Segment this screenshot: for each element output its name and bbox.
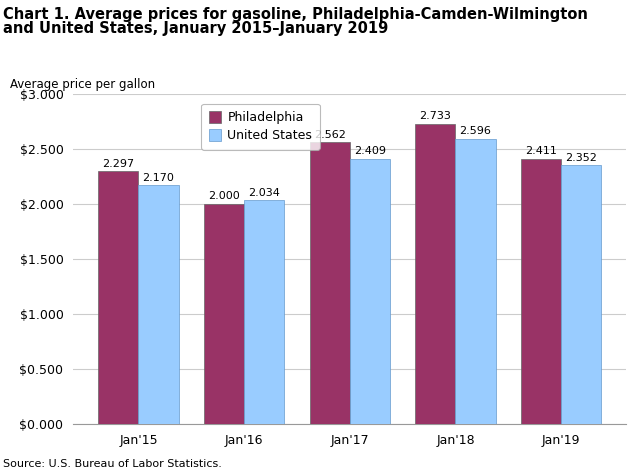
Text: Source: U.S. Bureau of Labor Statistics.: Source: U.S. Bureau of Labor Statistics.	[3, 459, 222, 469]
Bar	[415, 123, 455, 424]
Bar	[350, 159, 390, 424]
Bar	[455, 138, 495, 424]
Text: Chart 1. Average prices for gasoline, Philadelphia-Camden-Wilmington: Chart 1. Average prices for gasoline, Ph…	[3, 7, 588, 22]
Bar	[310, 142, 350, 424]
Legend: Philadelphia, United States: Philadelphia, United States	[201, 104, 320, 150]
Bar	[139, 186, 179, 424]
Bar	[244, 200, 284, 424]
Text: 2.000: 2.000	[208, 191, 240, 202]
Text: 2.034: 2.034	[248, 187, 280, 198]
Text: 2.352: 2.352	[565, 153, 597, 162]
Text: Average price per gallon: Average price per gallon	[10, 78, 155, 91]
Text: 2.297: 2.297	[102, 159, 134, 169]
Bar	[521, 159, 561, 424]
Text: and United States, January 2015–January 2019: and United States, January 2015–January …	[3, 21, 389, 36]
Text: 2.562: 2.562	[314, 130, 345, 139]
Text: 2.596: 2.596	[460, 126, 492, 136]
Bar	[99, 171, 139, 424]
Text: 2.170: 2.170	[142, 173, 174, 183]
Bar	[204, 204, 244, 424]
Bar	[561, 165, 601, 424]
Text: 2.733: 2.733	[420, 111, 452, 121]
Text: 2.409: 2.409	[354, 146, 386, 156]
Text: 2.411: 2.411	[525, 146, 557, 156]
